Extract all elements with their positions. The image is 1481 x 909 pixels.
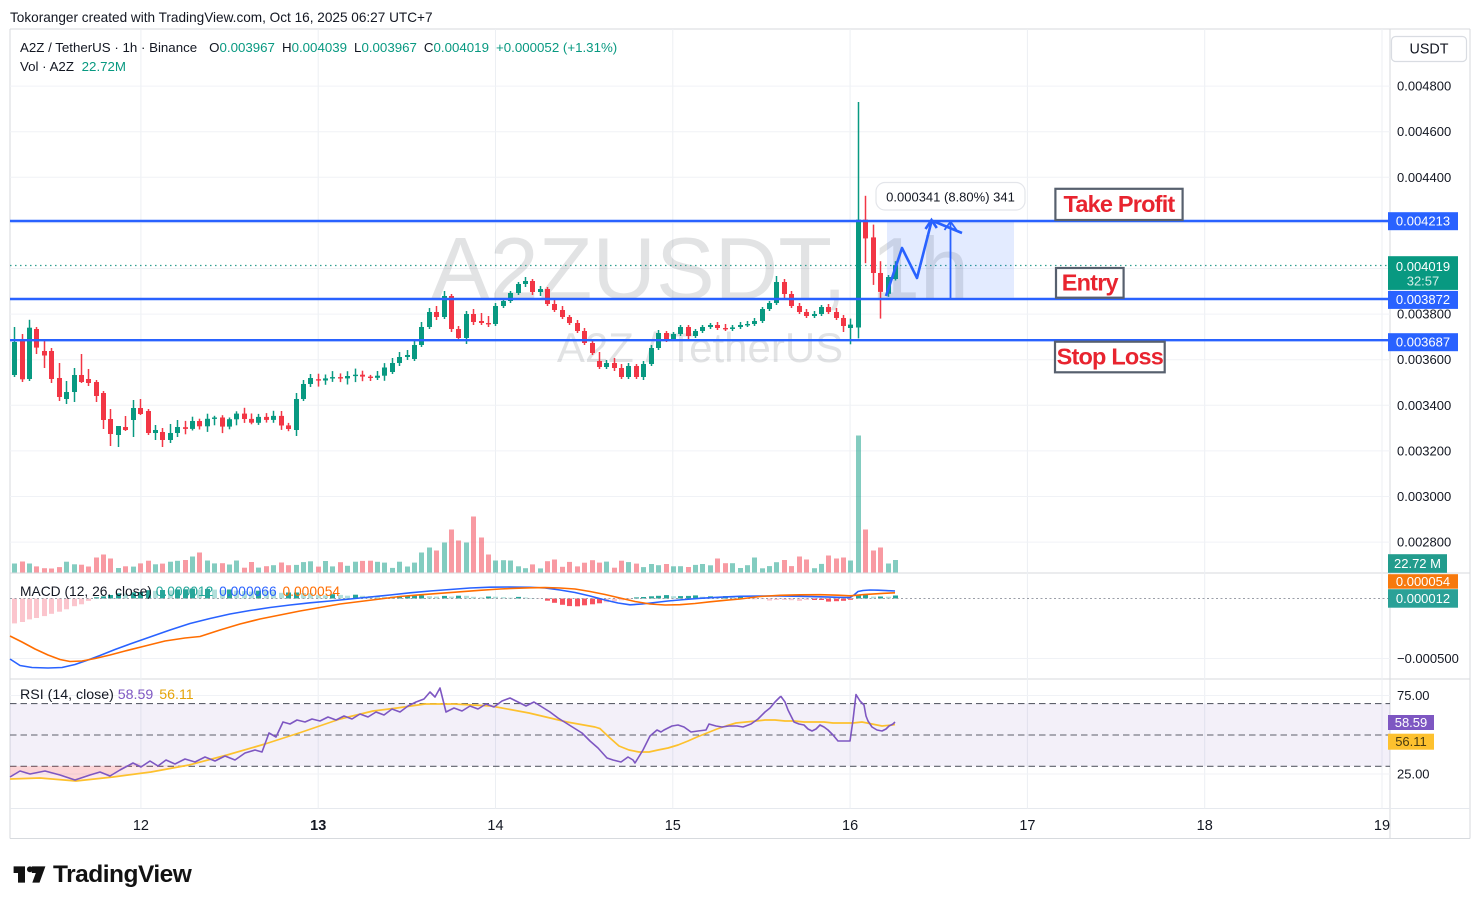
- svg-text:0.004800: 0.004800: [1397, 79, 1451, 94]
- svg-text:14: 14: [487, 818, 503, 834]
- svg-text:0.004019: 0.004019: [1396, 259, 1450, 274]
- svg-text:0.003600: 0.003600: [1397, 352, 1451, 367]
- svg-text:17: 17: [1019, 818, 1035, 834]
- svg-text:0.004213: 0.004213: [1396, 214, 1450, 229]
- svg-text:0.000012: 0.000012: [1396, 591, 1450, 606]
- svg-text:0.003400: 0.003400: [1397, 398, 1451, 413]
- svg-text:Entry: Entry: [1062, 269, 1119, 295]
- svg-text:RSI (14, close) 58.59 56.11: RSI (14, close) 58.59 56.11: [20, 687, 194, 703]
- svg-text:0.000341 (8.80%) 341: 0.000341 (8.80%) 341: [886, 190, 1015, 205]
- svg-text:0.002800: 0.002800: [1397, 535, 1451, 550]
- svg-text:TradingView: TradingView: [53, 861, 193, 888]
- svg-text:Stop Loss: Stop Loss: [1057, 344, 1164, 370]
- svg-text:13: 13: [310, 818, 326, 834]
- svg-text:0.003872: 0.003872: [1396, 292, 1450, 307]
- svg-text:19: 19: [1374, 818, 1390, 834]
- svg-text:0.003200: 0.003200: [1397, 443, 1451, 458]
- svg-text:Tokoranger created with Tradin: Tokoranger created with TradingView.com,…: [10, 10, 433, 25]
- svg-text:15: 15: [665, 818, 681, 834]
- svg-text:22.72 M: 22.72 M: [1394, 556, 1441, 571]
- svg-text:0.003000: 0.003000: [1397, 489, 1451, 504]
- svg-text:16: 16: [842, 818, 858, 834]
- svg-text:A2ZUSDT, 1h: A2ZUSDT, 1h: [431, 219, 969, 318]
- svg-text:0.004400: 0.004400: [1397, 170, 1451, 185]
- svg-text:12: 12: [133, 818, 149, 834]
- svg-text:25.00: 25.00: [1397, 767, 1430, 782]
- svg-text:0.003800: 0.003800: [1397, 307, 1451, 322]
- svg-text:75.00: 75.00: [1397, 688, 1430, 703]
- svg-text:0.000054: 0.000054: [1396, 574, 1450, 589]
- svg-text:0.004600: 0.004600: [1397, 124, 1451, 139]
- svg-text:Take Profit: Take Profit: [1064, 191, 1176, 217]
- svg-text:56.11: 56.11: [1395, 734, 1427, 749]
- svg-text:32:57: 32:57: [1407, 274, 1440, 289]
- svg-text:−0.000500: −0.000500: [1397, 651, 1459, 666]
- svg-text:Vol · A2Z 22.72M: Vol · A2Z 22.72M: [20, 59, 126, 74]
- svg-text:18: 18: [1197, 818, 1213, 834]
- svg-text:58.59: 58.59: [1395, 715, 1428, 730]
- svg-text:USDT: USDT: [1410, 42, 1449, 58]
- svg-text:MACD (12, 26, close) 0.000012: MACD (12, 26, close) 0.000012 0.000066 0…: [20, 584, 340, 599]
- svg-text:0.003687: 0.003687: [1396, 335, 1450, 350]
